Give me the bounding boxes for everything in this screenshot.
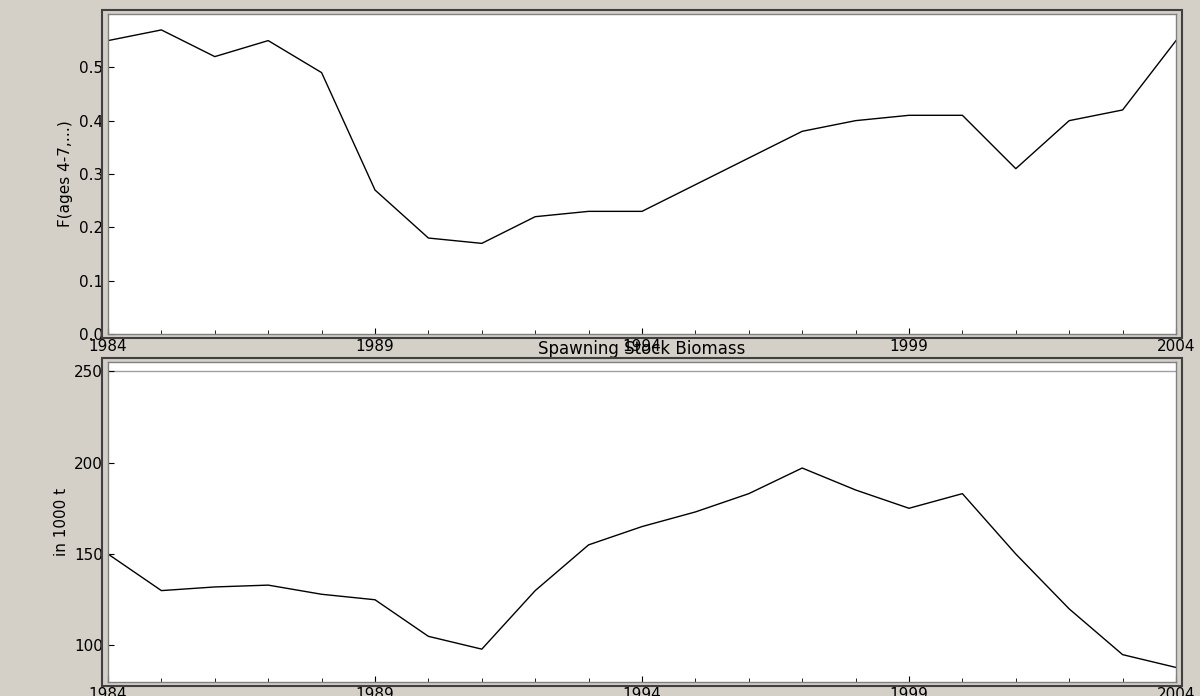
Y-axis label: in 1000 t: in 1000 t [54,488,68,556]
Y-axis label: F(ages 4-7,…): F(ages 4-7,…) [59,120,73,228]
Title: Spawning Stock Biomass: Spawning Stock Biomass [539,340,745,358]
